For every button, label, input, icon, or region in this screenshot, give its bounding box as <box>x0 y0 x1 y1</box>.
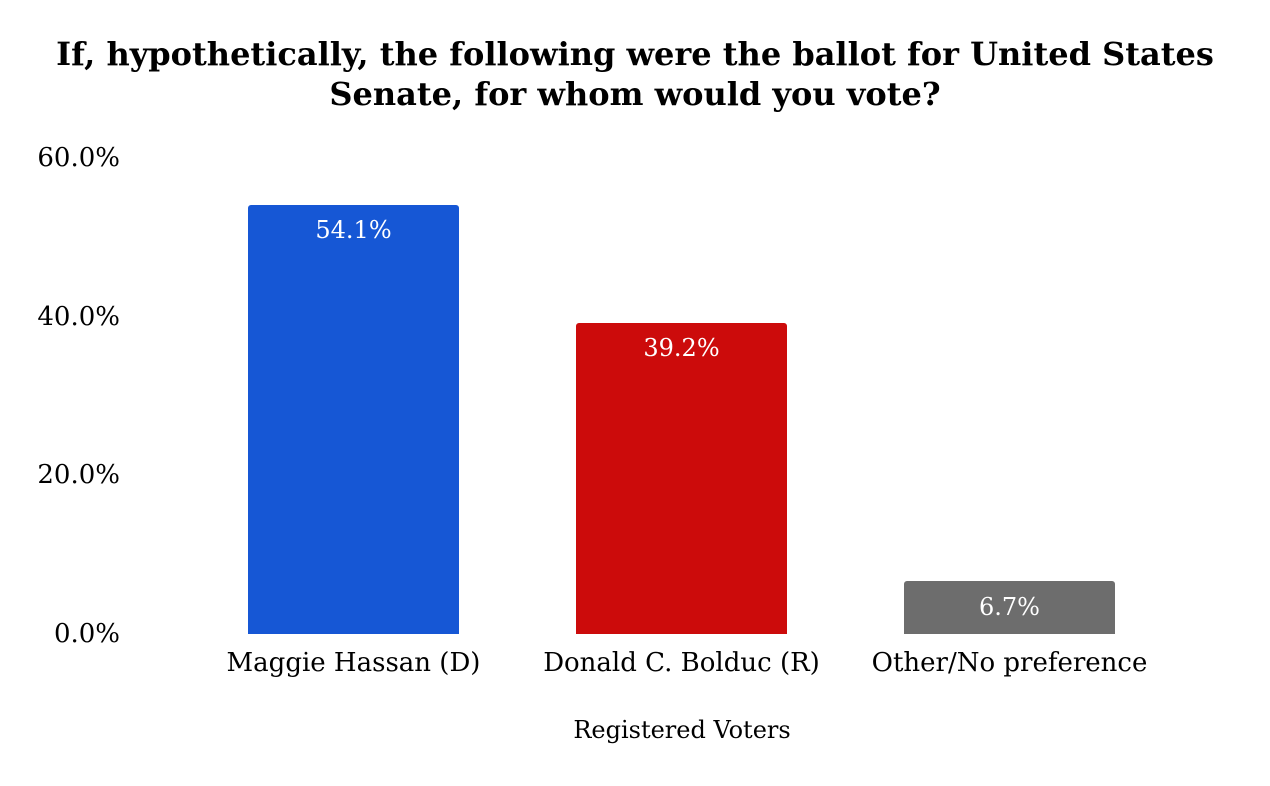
y-tick-label: 0.0% <box>53 619 120 649</box>
bar-value-label: 39.2% <box>643 334 720 362</box>
bar-value-label: 54.1% <box>315 215 392 244</box>
chart-title-line-1: If, hypothetically, the following were t… <box>56 35 1214 73</box>
y-tick-label: 40.0% <box>37 301 120 332</box>
bar-value-label: 6.7% <box>979 593 1040 622</box>
category-label: Maggie Hassan (D) <box>226 648 481 678</box>
y-tick-label: 20.0% <box>37 460 120 491</box>
category-label: Donald C. Bolduc (R) <box>543 648 820 678</box>
chart-title-line-2: Senate, for whom would you vote? <box>329 75 941 113</box>
bar: 39.2% <box>576 323 787 634</box>
bar: 54.1% <box>248 204 459 634</box>
chart-title: If, hypothetically, the following were t… <box>0 34 1270 114</box>
bar: 6.7% <box>904 580 1115 634</box>
y-tick-label: 60.0% <box>37 143 120 173</box>
x-axis-title: Registered Voters <box>573 716 791 744</box>
category-label: Other/No preference <box>871 648 1148 678</box>
